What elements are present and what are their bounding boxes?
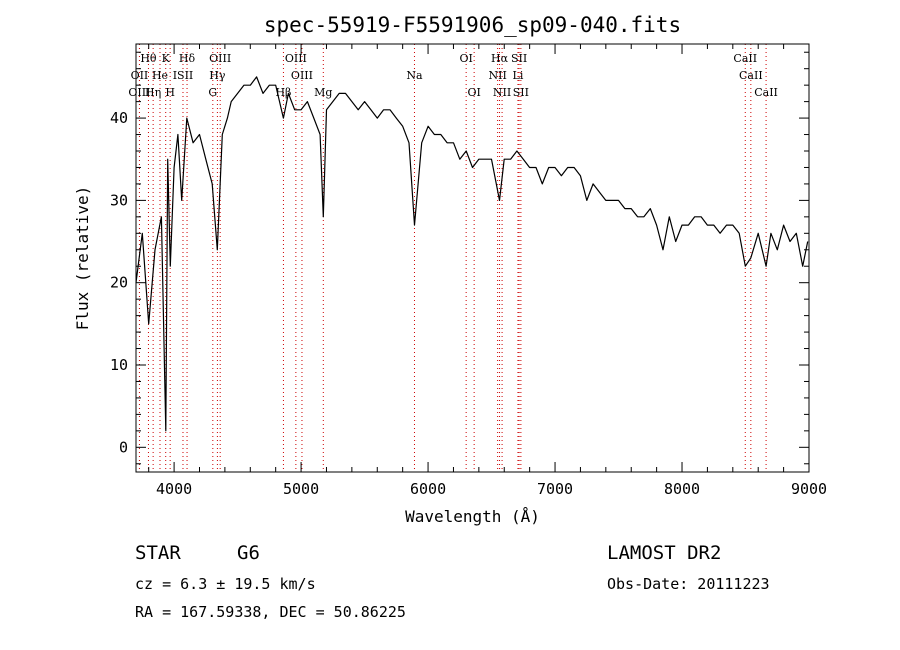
spectral-line-label: He [152,69,168,82]
spectral-line-label: Hθ [140,52,157,65]
spectral-line-label: NII [493,86,511,99]
spectral-line-label: SII [513,86,529,99]
spectral-line-label: ISII [173,69,194,82]
survey-label: LAMOST DR2 [607,542,722,564]
spectral-line-label: Hα [491,52,509,65]
spectral-line-label: CaII [739,69,763,82]
x-tick-label: 9000 [791,480,827,498]
spectral-line-label: OIII [291,69,313,82]
spectral-line-label: CaII [754,86,778,99]
object-subclass: G6 [237,542,260,564]
obs-date-text: Obs-Date: 20111223 [607,575,770,593]
spectral-line-label: OI [459,52,472,65]
y-axis-label: Flux (relative) [73,186,92,331]
plot-frame [135,43,810,473]
redshift-text: cz = 6.3 ± 19.5 km/s [135,575,316,593]
object-class: STAR [135,542,181,564]
spectral-line-label: Hγ [209,69,226,82]
spectral-line-label: NII [488,69,506,82]
spectral-line-label: OIII [285,52,307,65]
spectral-line-label: CaII [733,52,757,65]
y-tick-label: 30 [110,191,128,209]
y-tick-label: 0 [119,438,128,456]
spectral-line-label: Hβ [275,86,291,99]
spectral-line-label: G [208,86,217,99]
x-tick-label: 7000 [537,480,573,498]
spectral-line-label: Na [406,69,423,82]
y-tick-label: 40 [110,109,128,127]
spectral-line-label: K [162,52,171,65]
y-tick-label: 20 [110,274,128,292]
y-tick-label: 10 [110,356,128,374]
x-tick-label: 8000 [664,480,700,498]
spectral-line-label: SII [511,52,527,65]
x-tick-label: 6000 [410,480,446,498]
spectrum-line [135,76,809,432]
spectral-line-label: OII [131,69,149,82]
spectrum-chart: spec-55919-F5591906_sp09-040.fits 4000 500… [73,13,827,526]
chart-title: spec-55919-F5591906_sp09-040.fits [264,13,681,37]
spectral-line-label: OIII [128,86,150,99]
x-tick-label: 4000 [156,480,192,498]
spectral-line-label: Hη [145,86,161,99]
spectral-line-label: Mg [314,86,332,99]
x-axis-label: Wavelength (Å) [405,507,540,526]
spectral-line-label: OIII [209,52,231,65]
spectral-line-label: Hδ [179,52,196,65]
x-tick-label: 5000 [283,480,319,498]
spectral-line-label: Li [513,69,524,82]
coordinates-text: RA = 167.59338, DEC = 50.86225 [135,603,406,621]
spectral-line-label: H [165,86,175,99]
spectral-line-label: OI [467,86,480,99]
